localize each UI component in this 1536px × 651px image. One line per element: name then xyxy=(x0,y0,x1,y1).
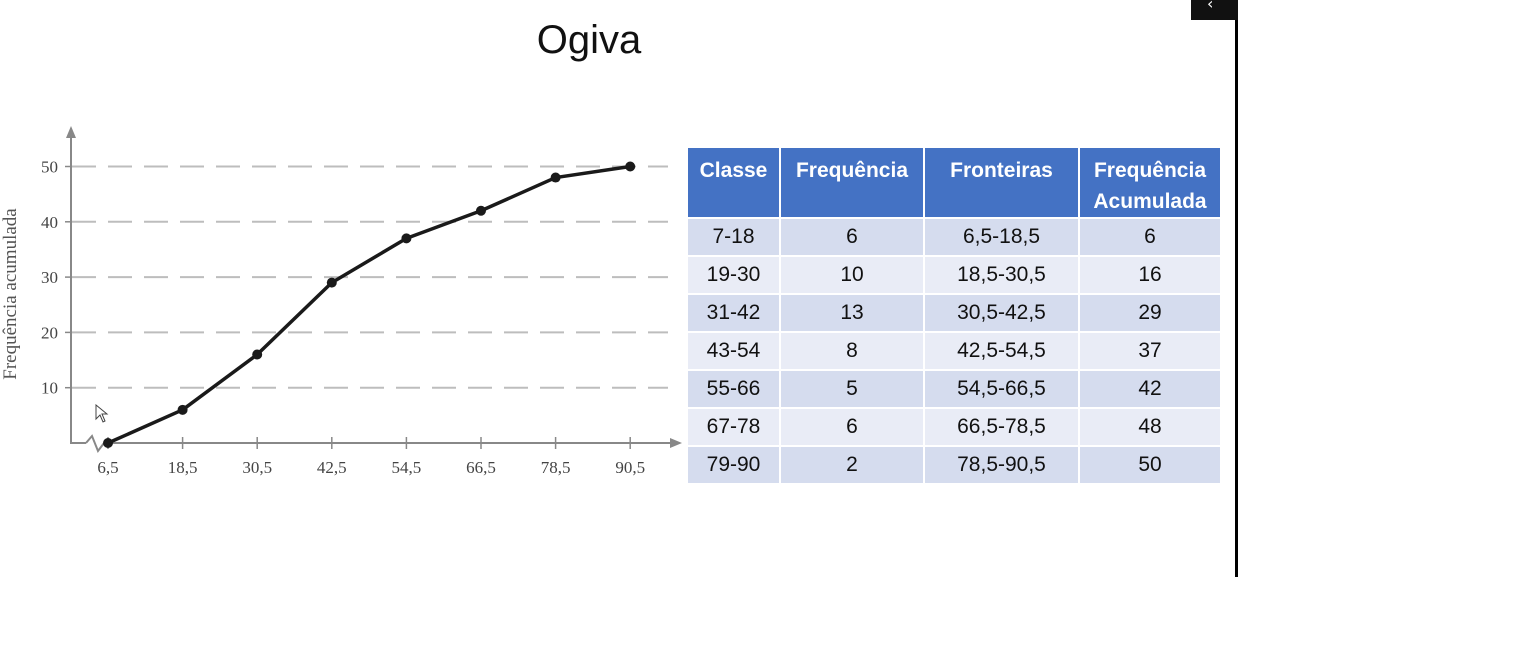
table-row: 43-54 8 42,5-54,5 37 xyxy=(686,331,1222,371)
y-tick-label: 10 xyxy=(41,379,58,398)
series-line xyxy=(107,164,631,445)
x-tick-label: 6,5 xyxy=(97,458,118,477)
table-row: 55-66 5 54,5-66,5 42 xyxy=(686,369,1222,409)
y-tick-label: 20 xyxy=(41,323,58,342)
table-cell: 6 xyxy=(779,407,925,447)
table-cell: 29 xyxy=(1078,293,1222,333)
table-cell: 79-90 xyxy=(686,445,781,485)
frequency-table: Classe Frequência Fronteiras Frequência … xyxy=(686,146,1222,485)
table-cell: 50 xyxy=(1078,445,1222,485)
table-cell: 42,5-54,5 xyxy=(923,331,1080,371)
table-cell: 6 xyxy=(1078,217,1222,257)
table-cell: 78,5-90,5 xyxy=(923,445,1080,485)
table-cell: 13 xyxy=(779,293,925,333)
table-cell: 30,5-42,5 xyxy=(923,293,1080,333)
y-axis-arrow xyxy=(66,126,76,138)
chart-axes xyxy=(65,126,682,454)
table-cell: 5 xyxy=(779,369,925,409)
data-point xyxy=(103,438,113,448)
table-cell: 43-54 xyxy=(686,331,781,371)
data-point xyxy=(625,161,636,172)
header-fronteiras: Fronteiras xyxy=(923,146,1080,219)
y-tick-label: 50 xyxy=(41,158,58,177)
x-tick-label: 18,5 xyxy=(168,458,198,477)
page-title: Ogiva xyxy=(536,18,642,62)
data-point xyxy=(177,404,188,415)
x-tick-label: 78,5 xyxy=(541,458,571,477)
table-cell: 19-30 xyxy=(686,255,781,295)
table-row: 7-18 6 6,5-18,5 6 xyxy=(686,217,1222,257)
table-header-row: Classe Frequência Fronteiras Frequência … xyxy=(686,146,1222,219)
series-group xyxy=(103,161,636,448)
table-cell: 10 xyxy=(779,255,925,295)
y-tick-labels: 10 20 30 40 50 xyxy=(41,158,58,398)
header-classe: Classe xyxy=(686,146,781,219)
table-cell: 2 xyxy=(779,445,925,485)
mouse-pointer-icon xyxy=(95,404,109,423)
table-row: 67-78 6 66,5-78,5 48 xyxy=(686,407,1222,447)
table-cell: 42 xyxy=(1078,369,1222,409)
x-tick-label: 90,5 xyxy=(615,458,645,477)
y-tick-label: 30 xyxy=(41,268,58,287)
data-point xyxy=(252,349,263,360)
table-cell: 16 xyxy=(1078,255,1222,295)
table-row: 19-30 10 18,5-30,5 16 xyxy=(686,255,1222,295)
header-frequencia: Frequência xyxy=(779,146,925,219)
data-point xyxy=(476,205,486,216)
x-tick-labels: 6,5 18,5 30,5 42,5 54,5 66,5 78,5 90,5 xyxy=(97,458,645,477)
table-cell: 55-66 xyxy=(686,369,781,409)
x-tick-label: 54,5 xyxy=(392,458,422,477)
table-cell: 8 xyxy=(779,331,925,371)
table-cell: 7-18 xyxy=(686,217,781,257)
ogive-chart: 10 20 30 40 50 6,5 18,5 30,5 42,5 54,5 66,5 78,5 90… xyxy=(0,126,682,477)
table-cell: 37 xyxy=(1078,331,1222,371)
table-cell: 67-78 xyxy=(686,407,781,447)
table-cell: 54,5-66,5 xyxy=(923,369,1080,409)
x-tick-label: 30,5 xyxy=(242,458,272,477)
data-point xyxy=(550,172,561,183)
x-tick-label: 66,5 xyxy=(466,458,496,477)
y-tick-label: 40 xyxy=(41,213,58,232)
grid-lines xyxy=(72,165,668,389)
table-row: 31-42 13 30,5-42,5 29 xyxy=(686,293,1222,333)
slide-frame: Ogiva 10 20 30 40 50 6,5 18,5 30,5 42,5 54,5 66,5… xyxy=(0,0,1238,577)
table-cell: 66,5-78,5 xyxy=(923,407,1080,447)
table-cell: 6 xyxy=(779,217,925,257)
x-axis-arrow xyxy=(670,438,682,448)
table-row: 79-90 2 78,5-90,5 50 xyxy=(686,445,1222,485)
table-cell: 31-42 xyxy=(686,293,781,333)
x-tick-label: 42,5 xyxy=(317,458,347,477)
y-axis-label: Frequência acumulada xyxy=(0,208,21,380)
header-frequencia-acumulada: Frequência Acumulada xyxy=(1078,146,1222,219)
chevron-left-icon: ‹ xyxy=(1207,0,1214,13)
table-cell: 6,5-18,5 xyxy=(923,217,1080,257)
data-point xyxy=(326,277,337,288)
table-cell: 48 xyxy=(1078,407,1222,447)
collapse-button[interactable]: ‹ xyxy=(1191,0,1238,20)
data-point xyxy=(401,233,412,244)
table-cell: 18,5-30,5 xyxy=(923,255,1080,295)
axis-break-icon xyxy=(85,434,105,454)
